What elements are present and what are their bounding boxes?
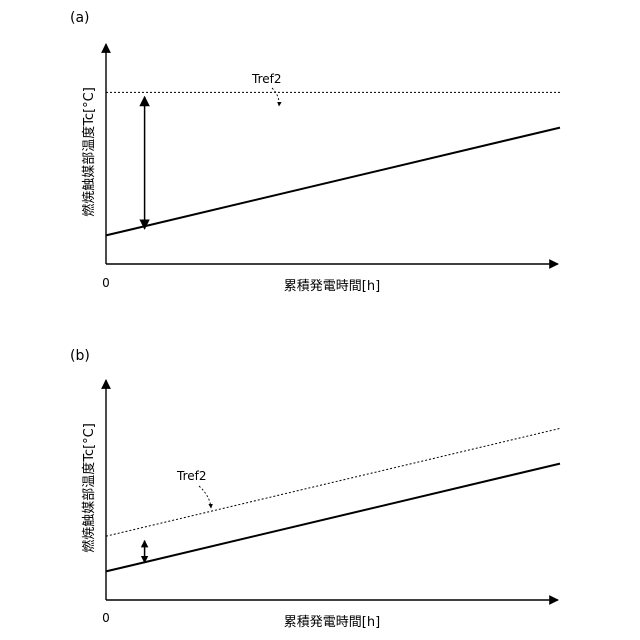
- panel-label: (a): [70, 10, 90, 26]
- tref2-pointer: [272, 88, 279, 106]
- y-axis-label: 燃焼触媒部温度Tc[°C]: [81, 423, 97, 553]
- panel-label: (b): [70, 348, 90, 364]
- temperature-line: [106, 128, 560, 236]
- tref2-annotation: Tref2: [251, 72, 281, 86]
- x-tick-label: 0: [102, 276, 110, 290]
- x-tick-label: 0: [102, 611, 110, 625]
- tref2-line: [106, 428, 560, 536]
- x-axis-label: 累積発電時間[h]: [284, 279, 380, 294]
- y-axis-label: 燃焼触媒部温度Tc[°C]: [81, 87, 97, 217]
- panel-a: (a) 0 累積発電時間[h] 燃焼触媒部温度Tc[°C] Tref2: [70, 10, 560, 294]
- temperature-line: [106, 464, 560, 572]
- x-axis-label: 累積発電時間[h]: [284, 615, 380, 630]
- panel-b: (b) 0 累積発電時間[h] 燃焼触媒部温度Tc[°C] Tref2: [70, 348, 560, 630]
- tref2-annotation: Tref2: [176, 469, 206, 483]
- tref2-pointer: [199, 486, 211, 508]
